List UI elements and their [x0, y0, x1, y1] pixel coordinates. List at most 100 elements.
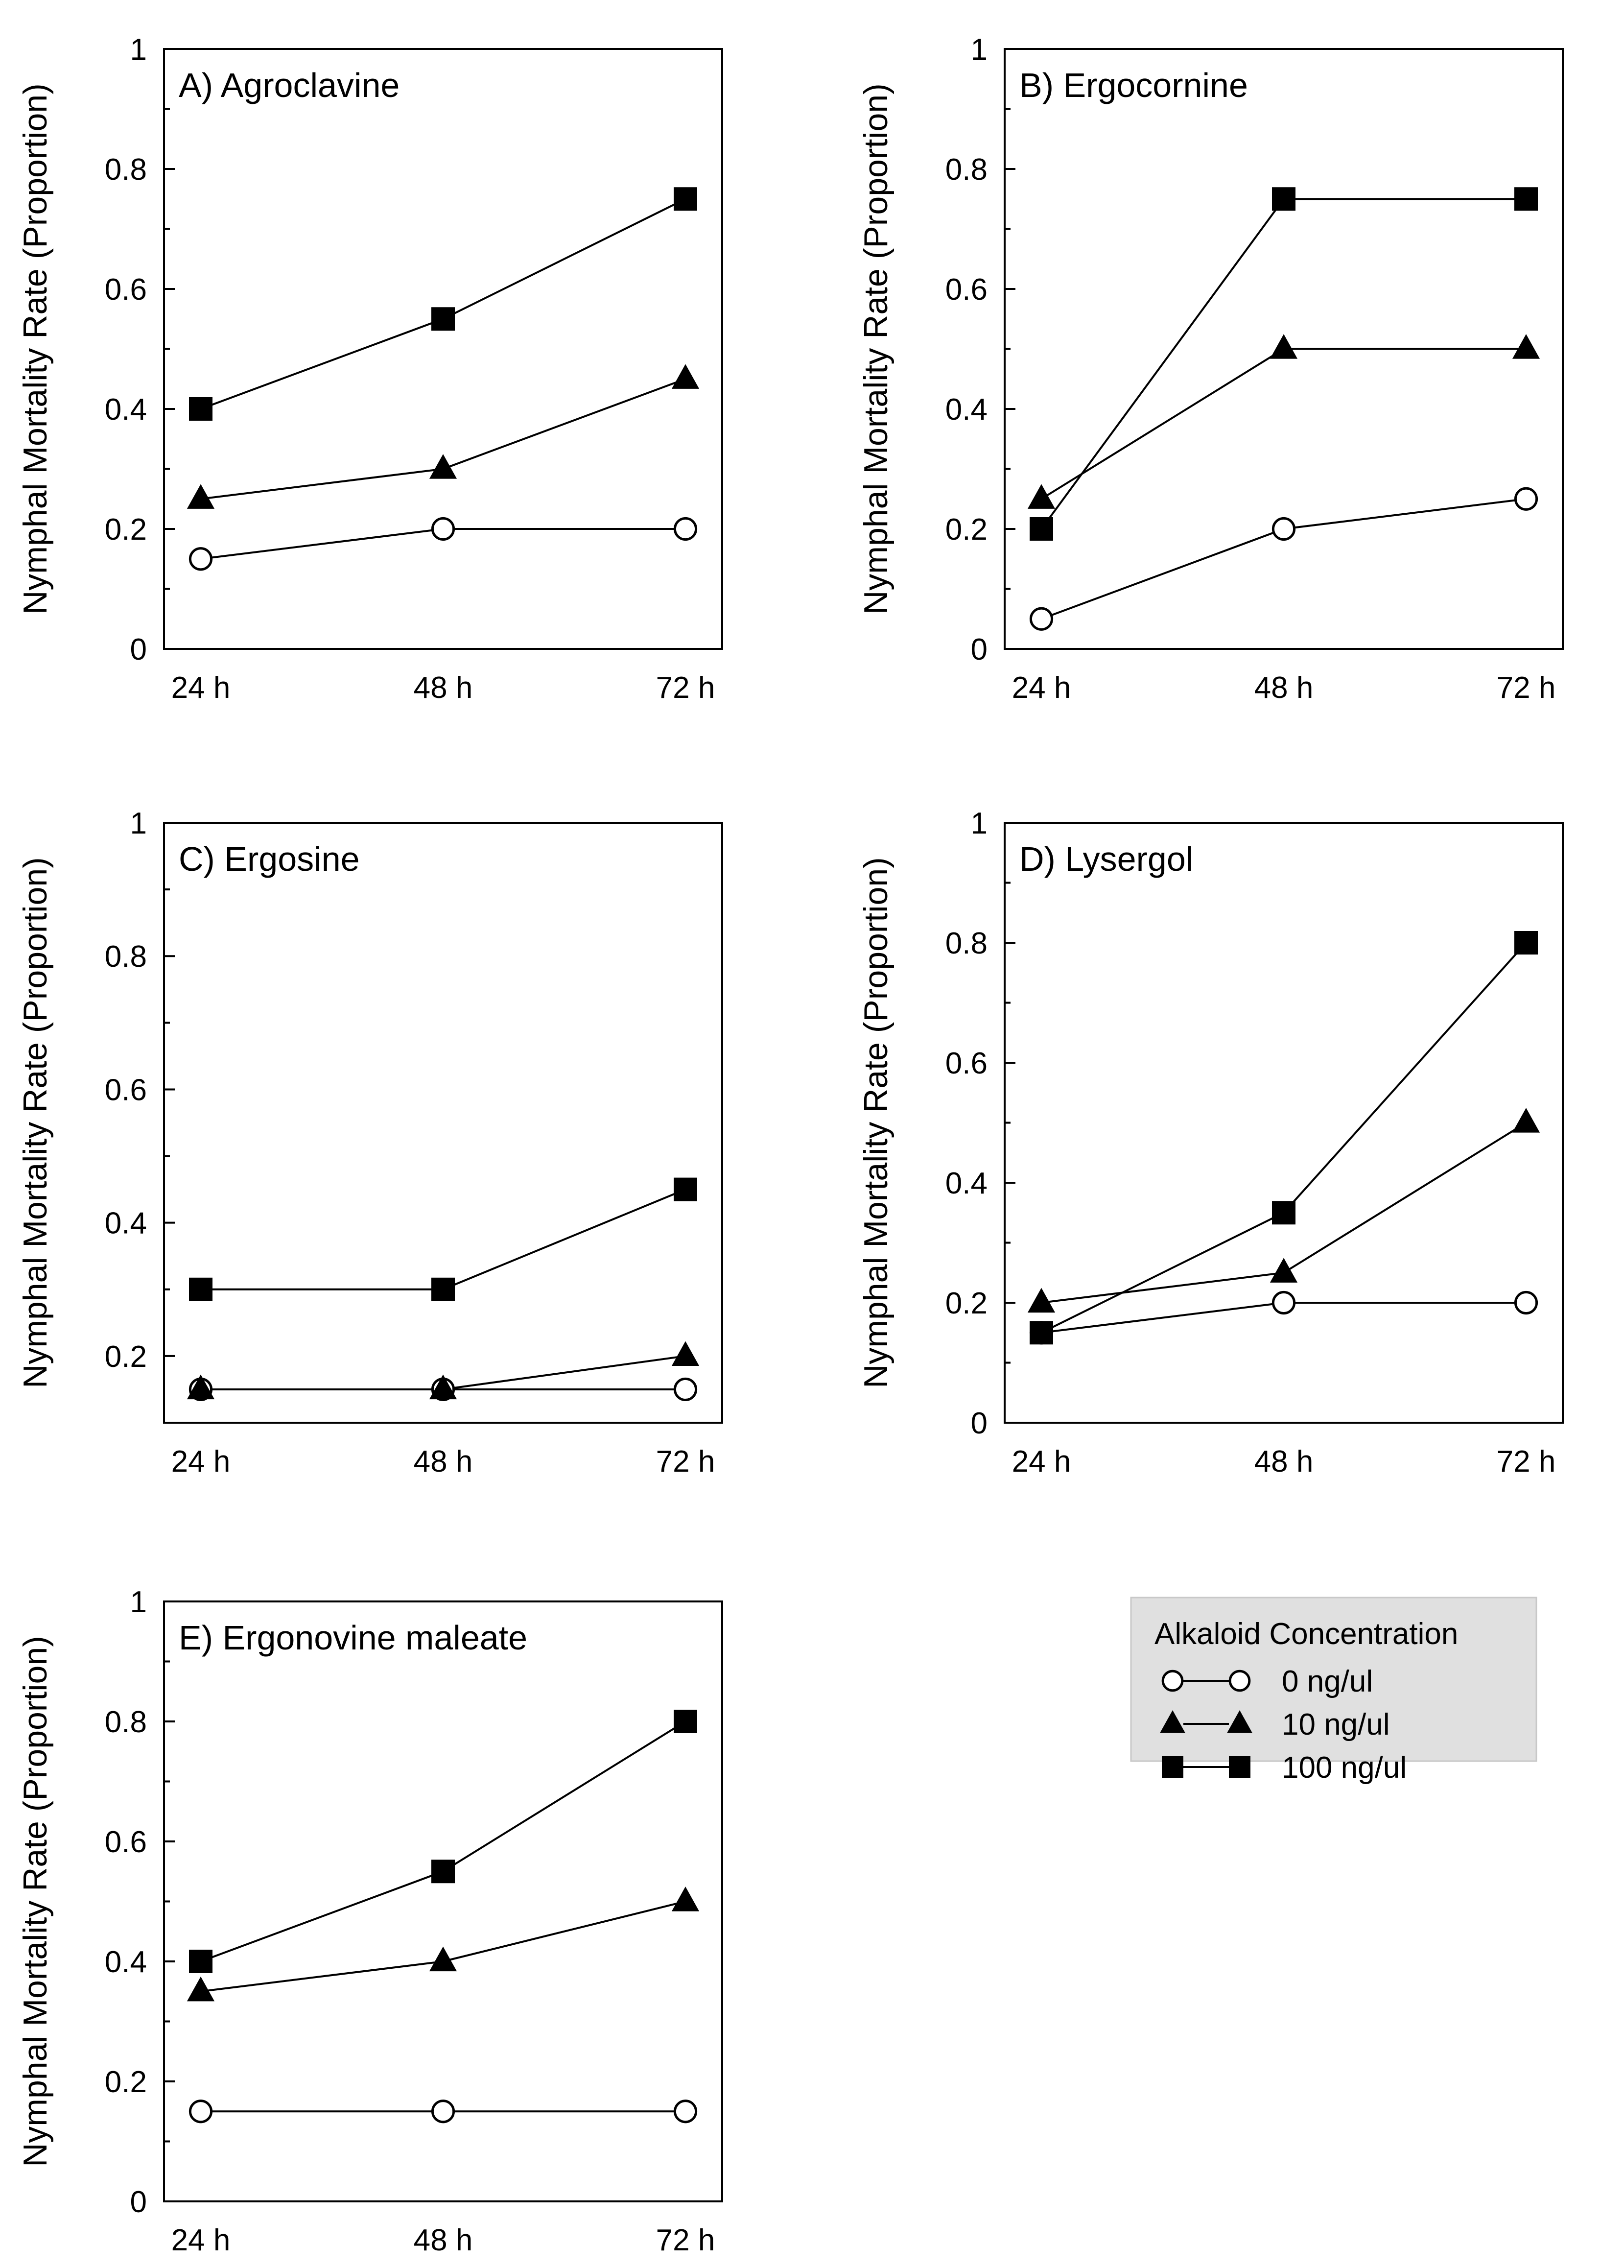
data-point [1027, 484, 1056, 509]
series-circle-open [1041, 498, 1527, 620]
y-axis-title: Nymphal Mortality Rate (Proportion) [17, 1636, 54, 2167]
plot-frame [163, 48, 723, 650]
data-point [431, 1277, 455, 1301]
y-tick-label: 0.2 [945, 513, 988, 547]
legend-marker [1162, 1756, 1183, 1778]
data-point [673, 517, 698, 541]
y-tick-label: 0 [130, 633, 147, 667]
legend-label: 0 ng/ul [1282, 1665, 1373, 1698]
data-point [1272, 1201, 1295, 1225]
x-tick-label: 24 h [171, 671, 231, 705]
legend-marker [1161, 1670, 1184, 1692]
series-markers [1030, 187, 1538, 541]
y-tick-label: 0.6 [945, 1047, 988, 1080]
data-point [187, 484, 215, 509]
legend-entry: 10 ng/ul [1160, 1708, 1390, 1742]
y-tick-label: 0.6 [945, 273, 988, 307]
y-tick-label: 1 [971, 807, 988, 840]
data-point [1271, 1290, 1296, 1315]
data-point [1512, 334, 1540, 359]
x-tick-label: 24 h [171, 1445, 231, 1479]
chart-panel: 0 0.2 0.4 0.6 0.8 1 24 h 48 h 72 h Nymphal Mortal… [857, 33, 1564, 705]
series-line [1041, 498, 1527, 620]
series-markers [189, 1710, 697, 1973]
panel-title: D) Lysergol [1019, 840, 1193, 878]
y-tick-label: 1 [130, 1585, 147, 1619]
series-line [200, 1900, 686, 1993]
series-markers [189, 1177, 697, 1301]
series-markers [187, 1341, 700, 1400]
chart-panel: 0 0.2 0.4 0.6 0.8 1 24 h 48 h 72 h Nymphal Mortal… [17, 1585, 723, 2257]
x-tick-label: 72 h [656, 1445, 715, 1479]
y-tick-label: 0.4 [945, 1167, 988, 1200]
plot-frame [163, 822, 723, 1424]
plot-frame [1004, 822, 1564, 1424]
data-point [1514, 931, 1538, 955]
y-tick-label: 1 [130, 33, 147, 67]
data-point [431, 2100, 455, 2124]
series-markers [1027, 334, 1540, 509]
y-axis-title: Nymphal Mortality Rate (Proportion) [857, 83, 894, 615]
legend-entry: 0 ng/ul [1161, 1665, 1373, 1698]
y-tick-label: 0.2 [105, 2065, 147, 2099]
y-tick-label: 0 [971, 1407, 988, 1440]
legend-title: Alkaloid Concentration [1154, 1617, 1458, 1651]
data-point [188, 2100, 213, 2124]
x-tick-label: 72 h [1497, 671, 1556, 705]
y-axis-title: Nymphal Mortality Rate (Proportion) [17, 857, 54, 1388]
data-point [1514, 1290, 1538, 1315]
data-point [188, 547, 213, 571]
y-tick-label: 0.8 [105, 940, 147, 974]
legend-box [1130, 1597, 1537, 1762]
data-point [1270, 1258, 1298, 1283]
series-markers [187, 1886, 700, 2002]
panel-title: A) Agroclavine [179, 66, 400, 104]
y-axis-title: Nymphal Mortality Rate (Proportion) [17, 83, 54, 615]
y-tick-label: 0.8 [105, 153, 147, 187]
x-tick-label: 72 h [656, 671, 715, 705]
legend-marker [1228, 1670, 1251, 1692]
data-point [674, 187, 697, 211]
legend-marker [1160, 1710, 1185, 1733]
panel-title: C) Ergosine [179, 840, 360, 878]
series-markers [1030, 931, 1538, 1345]
y-axis-title: Nymphal Mortality Rate (Proportion) [857, 857, 894, 1388]
data-point [671, 1341, 700, 1366]
data-point [1027, 1288, 1056, 1313]
data-point [187, 1374, 215, 1400]
x-tick-label: 72 h [656, 2223, 715, 2257]
y-tick-label: 0.4 [945, 393, 988, 427]
series-triangle-filled [200, 1900, 686, 1993]
panel-title: E) Ergonovine maleate [179, 1619, 527, 1657]
data-point [429, 454, 457, 479]
legend: Alkaloid Concentration 0 ng/ul 10 ng/ul 10… [1130, 1597, 1537, 1785]
series-line [1040, 348, 1526, 500]
x-tick-label: 24 h [171, 2223, 231, 2257]
data-point [431, 517, 455, 541]
series-square-filled [1040, 198, 1526, 530]
y-tick-label: 1 [130, 807, 147, 840]
y-tick-label: 0.8 [105, 1705, 147, 1739]
data-point [673, 1377, 698, 1402]
series-markers [187, 364, 700, 509]
data-point [1270, 334, 1298, 359]
data-point [1514, 187, 1538, 211]
x-tick-label: 48 h [1254, 1445, 1314, 1479]
series-markers [1029, 487, 1538, 631]
data-point [674, 1710, 697, 1733]
panel-title: B) Ergocornine [1019, 66, 1248, 104]
chart-panel: 0 0.2 0.4 0.6 0.8 1 24 h 48 h 72 h Nymphal Mortal… [857, 807, 1564, 1479]
series-markers [1027, 1108, 1540, 1313]
data-point [187, 1976, 215, 2002]
legend-entries: 0 ng/ul 10 ng/ul 100 ng/ul [1160, 1665, 1407, 1785]
y-tick-label: 0.4 [105, 1207, 147, 1241]
series-square-filled [201, 1188, 686, 1290]
x-tick-label: 48 h [414, 2223, 473, 2257]
data-point [674, 1177, 697, 1201]
y-tick-label: 0 [130, 2185, 147, 2219]
data-point [429, 1374, 457, 1400]
legend-label: 10 ng/ul [1282, 1708, 1390, 1742]
x-tick-label: 48 h [414, 671, 473, 705]
data-point [431, 1860, 455, 1884]
